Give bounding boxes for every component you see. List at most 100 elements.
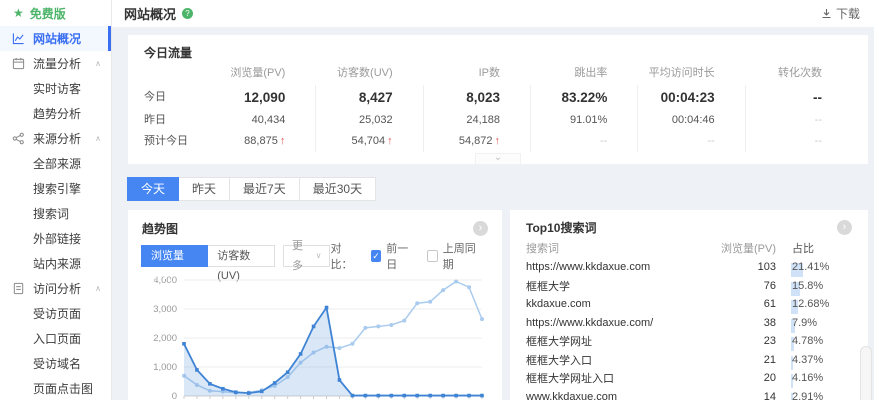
traffic-row-label: 今日	[144, 91, 166, 103]
search-share: 4.16%	[776, 372, 852, 389]
sidebar-item-all-sources[interactable]: 全部来源	[0, 151, 111, 176]
collapse-panel-button[interactable]: ⌄	[475, 153, 521, 164]
plan-label: 免费版	[29, 6, 66, 21]
date-range-tabs: 今天 昨天 最近7天 最近30天	[127, 177, 868, 201]
today-traffic-table: 浏览量(PV) 访客数(UV) IP数 跳出率 平均访问时长 转化次数 今日 12,090 8,…	[144, 61, 852, 152]
download-button[interactable]: 下载	[821, 5, 860, 22]
traffic-col-header: 转化次数	[778, 67, 822, 79]
traffic-value: 25,032	[315, 110, 422, 131]
search-share: 12.68%	[776, 298, 852, 315]
compare-controls: 对比： ✓ 前一日 上周同期	[330, 240, 488, 272]
traffic-value: 00:04:23	[637, 85, 744, 110]
sidebar-item-visit-analysis[interactable]: 访问分析 ∧	[0, 276, 111, 301]
search-pv: 20	[763, 372, 776, 385]
col-share: 占比	[792, 242, 814, 255]
tab-last7days[interactable]: 最近7天	[229, 177, 300, 201]
tab-today[interactable]: 今天	[127, 177, 180, 201]
sidebar-item-search-engines[interactable]: 搜索引擎	[0, 176, 111, 201]
sidebar-nav: 网站概况 流量分析 ∧ 实时访客 趋势分析 来源分析 ∧ 全部来源 搜索引擎 搜索词 外部链接 站内来…	[0, 26, 111, 400]
today-traffic-title: 今日流量	[144, 46, 193, 60]
sidebar-item-search-words[interactable]: 搜索词	[0, 201, 111, 226]
star-icon: ★	[13, 6, 24, 20]
sidebar-item-label: 来源分析	[33, 132, 82, 146]
svg-text:1,000: 1,000	[153, 362, 177, 373]
sidebar-item-entry-pages[interactable]: 入口页面	[0, 326, 111, 351]
traffic-value: --	[637, 131, 744, 152]
calendar-icon	[12, 57, 26, 71]
traffic-value: --	[530, 131, 637, 152]
search-word-row[interactable]: 框框大学网址入口 20 4.16%	[526, 369, 852, 389]
floating-widget[interactable]	[860, 346, 872, 400]
search-word: 框框大学网址入口	[526, 373, 614, 386]
status-badge[interactable]: ?	[182, 8, 194, 19]
topbar: 网站概况 ? 下载	[112, 0, 874, 27]
traffic-value: 40,434	[251, 114, 286, 126]
search-word-row[interactable]: www.kkdaxue.com 14 2.91%	[526, 388, 852, 400]
traffic-col-header: 访客数(UV)	[337, 67, 393, 79]
sidebar-item-site-overview[interactable]: 网站概况	[0, 26, 111, 51]
compare-same-period-last-week-checkbox[interactable]	[427, 250, 438, 262]
traffic-value: 54,872 ↑	[422, 131, 530, 152]
traffic-value: 12,090	[244, 90, 286, 105]
trend-chart-svg[interactable]: 0 1,000 2,000 3,000 4,000	[142, 270, 488, 400]
plan-badge[interactable]: ★ 免费版	[0, 0, 111, 26]
page-icon	[12, 282, 26, 296]
chevron-down-icon: ∨	[315, 251, 322, 260]
traffic-value: 91.01%	[530, 110, 637, 131]
search-word: https://www.kkdaxue.com	[526, 261, 651, 274]
more-metrics-dropdown[interactable]: 更多 ∨	[283, 240, 331, 272]
search-pv: 14	[763, 390, 776, 400]
sidebar-item-label: 站内来源	[33, 257, 82, 271]
sidebar-item-trend-analysis[interactable]: 趋势分析	[0, 101, 111, 126]
sidebar-item-internal-sources[interactable]: 站内来源	[0, 251, 111, 276]
search-pv: 76	[763, 279, 776, 292]
metric-toggle: 浏览量(PV) 访客数(UV)	[141, 245, 276, 282]
top-search-more-arrow-icon[interactable]: ›	[837, 220, 852, 235]
traffic-value: 24,188	[422, 110, 530, 131]
download-icon	[822, 9, 831, 19]
search-word-row[interactable]: 框框大学网址 23 4.78%	[526, 332, 852, 352]
search-pv: 103	[757, 261, 776, 274]
traffic-value: 88,875 ↑	[244, 135, 286, 147]
col-search-word: 搜索词	[526, 242, 559, 255]
svg-text:2,000: 2,000	[153, 333, 177, 344]
sidebar-item-source-analysis[interactable]: 来源分析 ∧	[0, 126, 111, 151]
compare-previous-day-checkbox[interactable]: ✓	[370, 250, 382, 262]
sidebar-item-label: 外部链接	[33, 232, 82, 246]
trend-title: 趋势图	[142, 222, 179, 236]
sidebar-item-label: 全部来源	[33, 157, 82, 171]
traffic-col-header: 跳出率	[574, 67, 608, 79]
chevron-up-icon: ∧	[95, 284, 101, 293]
search-word-row[interactable]: kkdaxue.com 61 12.68%	[526, 295, 852, 315]
sidebar-item-label: 趋势分析	[33, 107, 82, 121]
share-bar	[791, 281, 800, 296]
sidebar-item-visited-pages[interactable]: 受访页面	[0, 301, 111, 326]
search-share: 15.8%	[776, 280, 852, 296]
share-bar	[791, 263, 803, 278]
search-word-row[interactable]: 框框大学入口 21 4.37%	[526, 351, 852, 370]
search-pv: 21	[763, 353, 776, 366]
metric-pv[interactable]: 浏览量(PV)	[141, 245, 209, 282]
sidebar-item-visited-domains[interactable]: 受访域名	[0, 351, 111, 376]
sidebar-item-realtime-visitors[interactable]: 实时访客	[0, 76, 111, 101]
search-word: 框框大学网址	[526, 336, 592, 349]
search-share: 21.41%	[776, 261, 852, 278]
sidebar-item-traffic-analysis[interactable]: 流量分析 ∧	[0, 51, 111, 76]
sidebar-item-page-click-map[interactable]: 页面点击图	[0, 376, 111, 400]
search-word-row[interactable]: 框框大学 76 15.8%	[526, 277, 852, 296]
trend-more-arrow-icon[interactable]: ›	[473, 221, 488, 236]
search-word-row[interactable]: https://www.kkdaxue.com/38 7.9%	[526, 314, 852, 333]
traffic-col-header: IP数	[478, 67, 500, 79]
share-bar	[791, 337, 794, 352]
sidebar-item-external-links[interactable]: 外部链接	[0, 226, 111, 251]
metric-uv[interactable]: 访客数(UV)	[207, 245, 276, 282]
search-pv: 23	[763, 335, 776, 348]
traffic-value: --	[744, 131, 852, 152]
main-content: 今日流量 浏览量(PV) 访客数(UV) IP数 跳出率 平均访问时长 转化次数 今日 12,…	[112, 27, 874, 400]
tab-last30days[interactable]: 最近30天	[298, 177, 377, 201]
search-word-row[interactable]: https://www.kkdaxue.com 103 21.41%	[526, 258, 852, 278]
share-bar	[791, 374, 793, 389]
up-arrow-icon: ↑	[279, 135, 286, 147]
top-search-title: Top10搜索词	[526, 221, 597, 235]
tab-yesterday[interactable]: 昨天	[178, 177, 231, 201]
